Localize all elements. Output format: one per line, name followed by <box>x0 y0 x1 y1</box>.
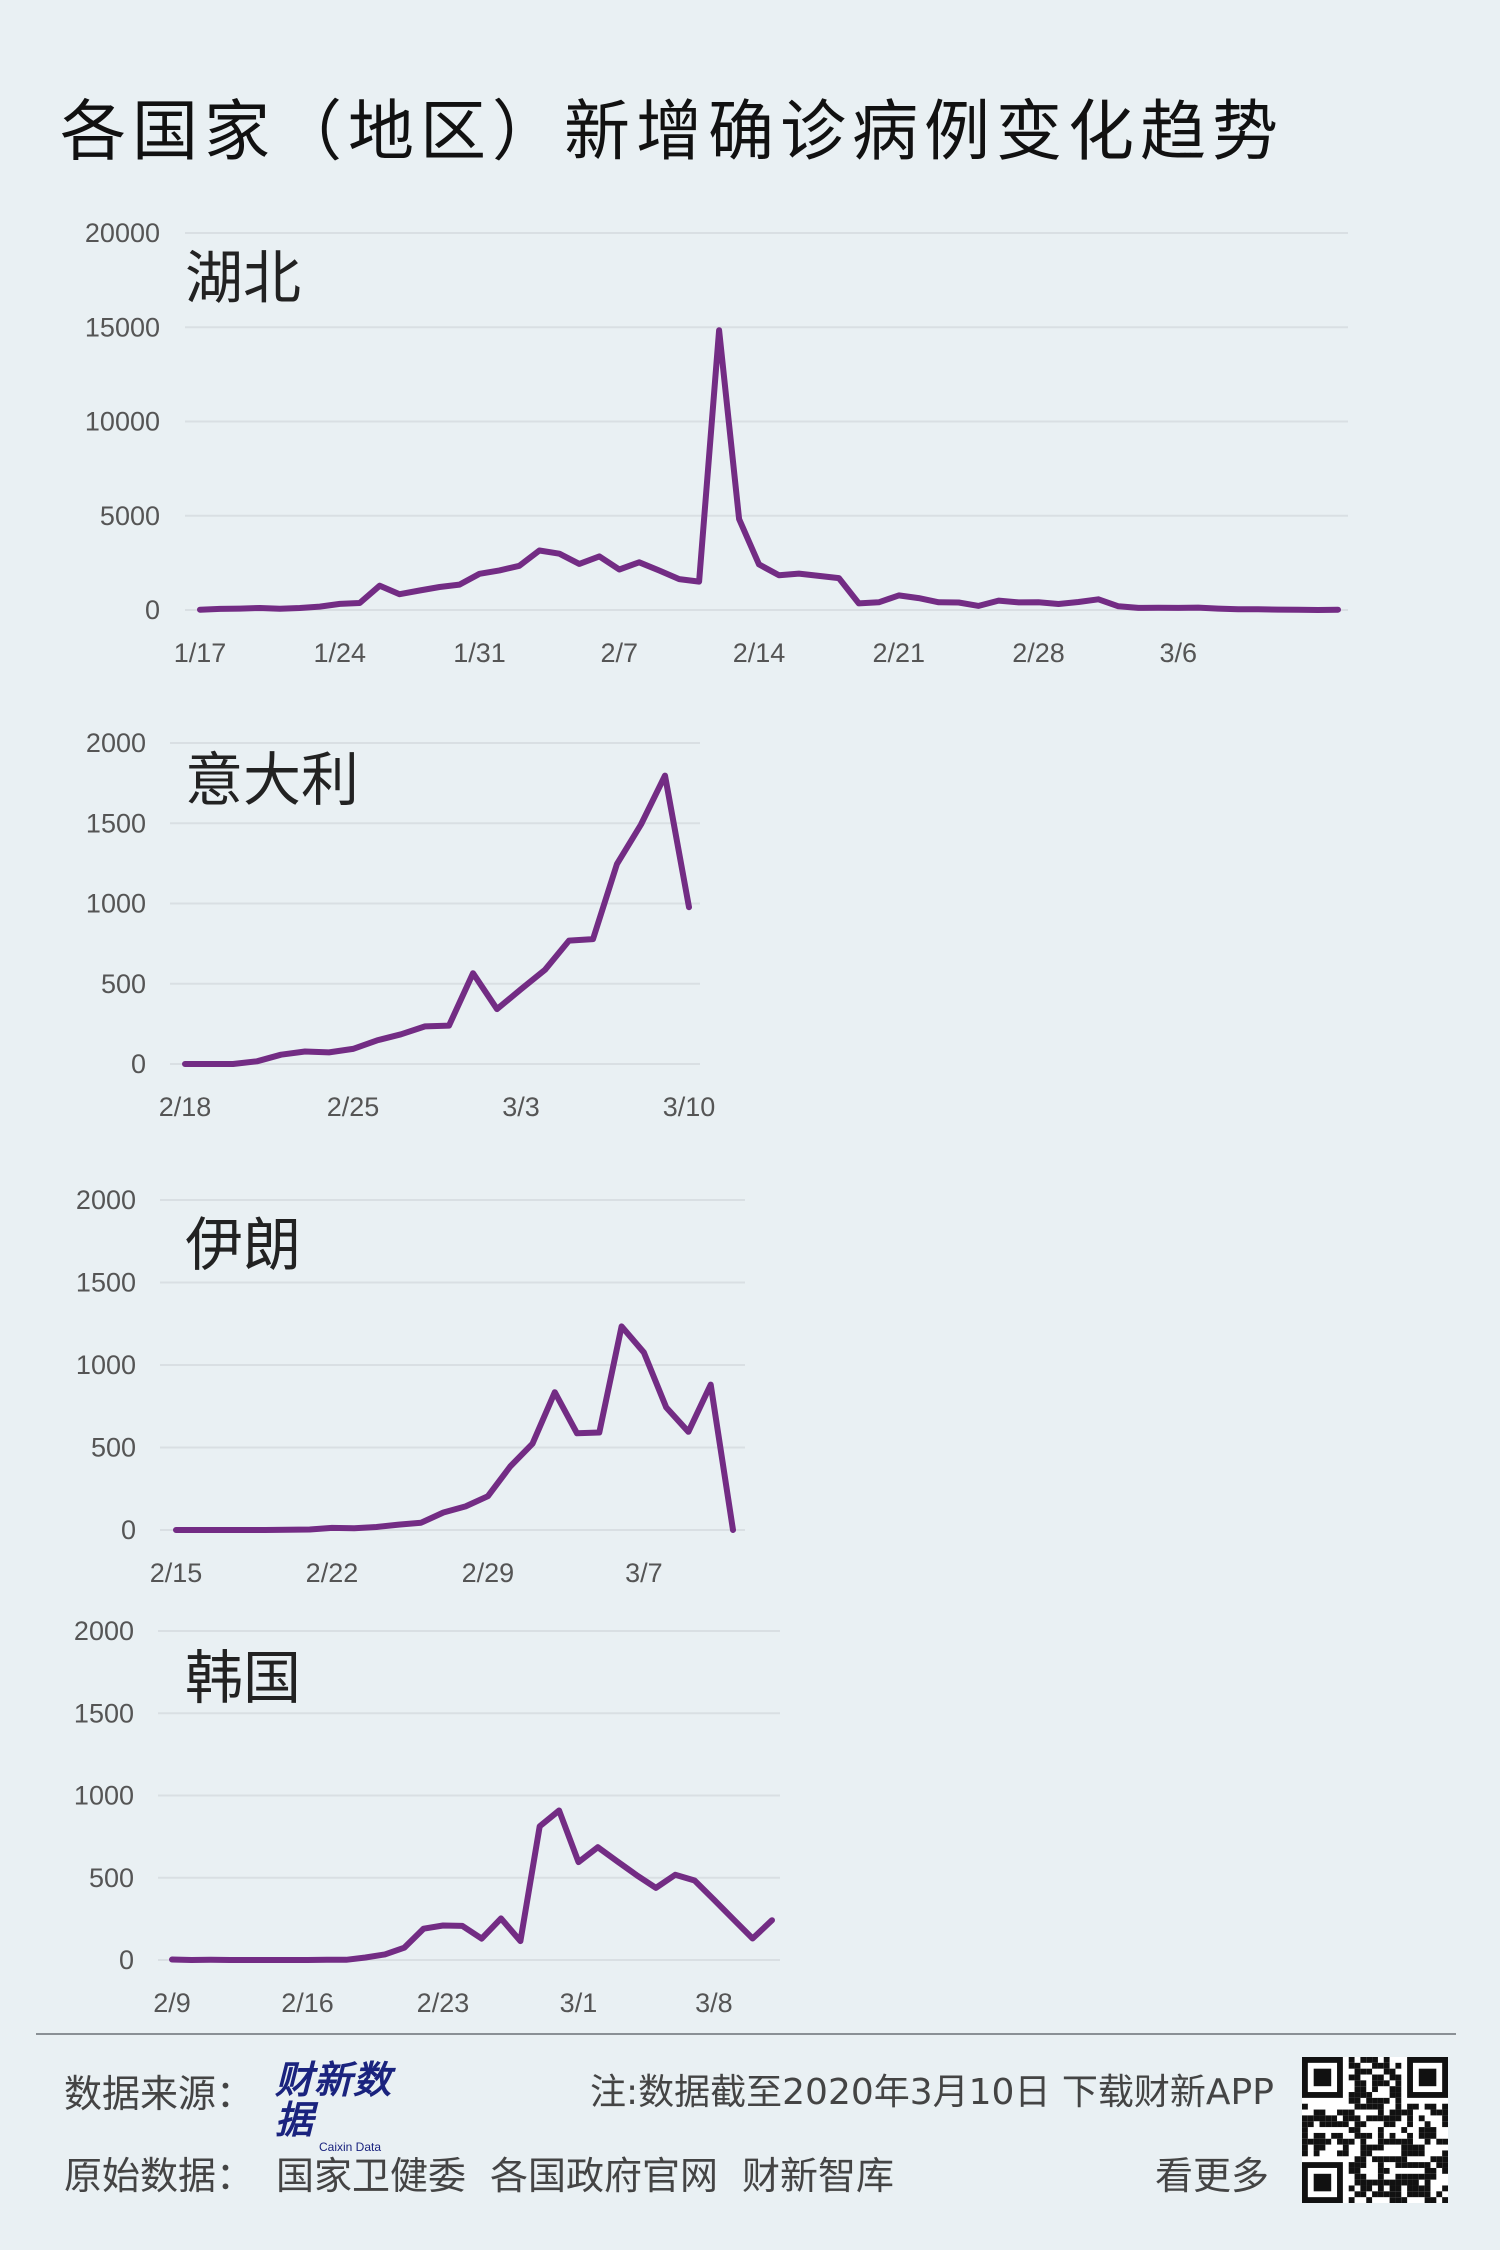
x-tick-label: 2/18 <box>159 1092 212 1122</box>
panel-title: 伊朗 <box>185 1211 301 1279</box>
y-tick-label: 500 <box>91 1433 136 1463</box>
panel-title: 意大利 <box>185 746 359 814</box>
x-tick-label: 1/17 <box>174 638 227 668</box>
chart-panel: 0 500 1000 1500 2000 2/9 2/16 2/23 3/1 3/8 韩国 <box>74 1616 780 2018</box>
y-tick-label: 1000 <box>76 1350 136 1380</box>
series-line <box>182 772 692 1067</box>
x-tick-label: 3/3 <box>502 1092 540 1122</box>
x-tick-label: 1/31 <box>453 638 506 668</box>
raw-source-item: 各国政府官网 <box>490 2154 719 2198</box>
series-line <box>173 1323 736 1533</box>
y-tick-label: 500 <box>101 969 146 999</box>
raw-source-item: 国家卫健委 <box>276 2154 467 2198</box>
x-tick-label: 2/14 <box>733 638 786 668</box>
qr-code[interactable] <box>1302 2057 1448 2203</box>
x-tick-label: 2/16 <box>281 1988 334 2018</box>
y-tick-label: 2000 <box>76 1185 136 1215</box>
x-tick-label: 2/23 <box>417 1988 470 2018</box>
x-tick-label: 2/21 <box>872 638 925 668</box>
series-line <box>197 327 1341 613</box>
raw-source-item: 财新智库 <box>742 2154 895 2198</box>
x-tick-label: 3/8 <box>695 1988 733 2018</box>
footer-note[interactable]: 注:数据截至2020年3月10日 下载财新APP <box>590 2072 1274 2113</box>
y-tick-label: 1500 <box>76 1268 136 1298</box>
x-tick-label: 3/1 <box>560 1988 598 2018</box>
caixin-data-logo[interactable]: 财新数据 Caixin Data <box>275 2060 425 2154</box>
y-tick-label: 500 <box>89 1863 134 1893</box>
see-more-link[interactable]: 看更多 <box>1155 2154 1270 2198</box>
logo-text: 财新数据 <box>275 2058 393 2142</box>
footer-source-label: 数据来源： <box>64 2072 255 2116</box>
chart-panel: 0 5000 10000 15000 20000 1/17 1/24 1/31 2/7 2/14 2… <box>85 218 1348 668</box>
x-tick-label: 2/7 <box>600 638 638 668</box>
y-tick-label: 20000 <box>85 218 160 248</box>
x-tick-label: 2/28 <box>1012 638 1065 668</box>
x-tick-label: 2/15 <box>150 1558 203 1588</box>
x-tick-label: 3/6 <box>1160 638 1198 668</box>
y-tick-label: 1000 <box>86 889 146 919</box>
x-tick-label: 2/29 <box>462 1558 515 1588</box>
x-tick-label: 2/9 <box>153 1988 191 2018</box>
chart-panel: 0 500 1000 1500 2000 2/15 2/22 2/29 3/7 伊朗 <box>76 1185 745 1588</box>
panel-title: 韩国 <box>185 1644 301 1712</box>
y-tick-label: 2000 <box>86 728 146 758</box>
x-tick-label: 2/25 <box>327 1092 380 1122</box>
y-tick-label: 1500 <box>74 1698 134 1728</box>
y-tick-label: 0 <box>131 1049 146 1079</box>
x-tick-label: 3/7 <box>625 1558 663 1588</box>
x-tick-label: 2/22 <box>306 1558 359 1588</box>
footer-raw-label: 原始数据： <box>64 2154 255 2198</box>
y-tick-label: 1000 <box>74 1781 134 1811</box>
x-tick-label: 1/24 <box>313 638 366 668</box>
y-tick-label: 0 <box>145 595 160 625</box>
y-tick-label: 0 <box>121 1515 136 1545</box>
y-tick-label: 0 <box>119 1945 134 1975</box>
logo-subtext: Caixin Data <box>318 2140 382 2154</box>
y-tick-label: 1500 <box>86 808 146 838</box>
y-tick-label: 5000 <box>100 501 160 531</box>
y-tick-label: 2000 <box>74 1616 134 1646</box>
footer-raw-sources: 原始数据： 国家卫健委 各国政府官网 财新智库 <box>64 2145 894 2200</box>
x-tick-label: 3/10 <box>663 1092 716 1122</box>
page-title: 各国家（地区）新增确诊病例变化趋势 <box>60 93 1284 170</box>
series-line <box>169 1807 775 1963</box>
y-tick-label: 15000 <box>85 312 160 342</box>
panel-title: 湖北 <box>185 244 301 312</box>
chart-panel: 0 500 1000 1500 2000 2/18 2/25 3/3 3/10 意大利 <box>86 728 715 1122</box>
y-tick-label: 10000 <box>85 407 160 437</box>
footer-divider <box>36 2033 1456 2035</box>
